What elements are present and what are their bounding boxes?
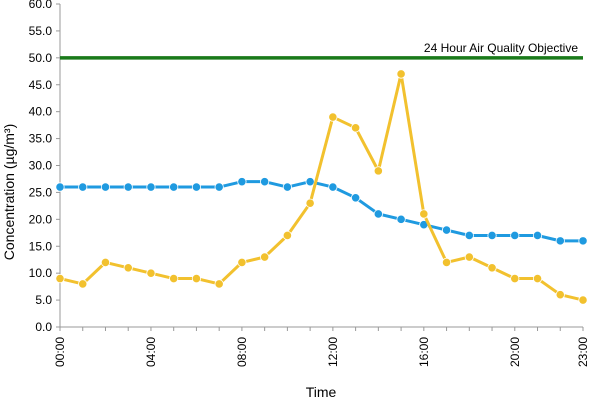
x-tick-label: 20:00	[508, 337, 522, 367]
data-point	[464, 252, 474, 262]
data-point	[441, 225, 452, 235]
data-point	[191, 273, 202, 284]
data-point	[328, 112, 338, 122]
y-tick-label: 10.0	[29, 266, 53, 280]
y-tick-label: 50.0	[29, 51, 53, 65]
data-point	[146, 182, 156, 192]
data-point	[78, 182, 88, 192]
y-tick-label: 0.0	[35, 320, 52, 334]
y-tick-label: 30.0	[29, 159, 53, 173]
data-point	[578, 236, 588, 246]
series-group	[55, 69, 588, 305]
y-axis-title: Concentration (µg/m³)	[1, 124, 17, 260]
data-point	[214, 279, 224, 289]
series-line	[60, 180, 583, 243]
data-point	[282, 182, 292, 192]
y-axis-ticks: 0.0 5.0 10.0 15.0 20.0 25.0 30.0 35.0 40.0 45.0 50…	[29, 0, 60, 334]
data-point	[555, 236, 565, 246]
data-point	[260, 177, 270, 187]
data-point	[146, 268, 156, 278]
data-point	[487, 263, 497, 273]
x-tick-label: 00:00	[53, 337, 67, 367]
y-tick-label: 20.0	[29, 212, 53, 226]
data-point	[373, 209, 383, 219]
x-axis-ticks: 00:00 04:00 08:00 12:00 16:00 20:00 23:00	[53, 327, 590, 367]
data-point	[396, 69, 406, 79]
x-tick-label: 23:00	[576, 337, 590, 367]
x-tick-label: 08:00	[235, 337, 249, 367]
x-tick-label: 12:00	[326, 337, 340, 367]
x-tick-label: 16:00	[417, 337, 431, 367]
y-tick-label: 25.0	[29, 185, 53, 199]
data-point	[123, 263, 133, 273]
data-point	[100, 257, 111, 267]
series-2	[55, 69, 588, 305]
data-point	[55, 182, 65, 192]
data-point	[441, 257, 452, 267]
y-tick-label: 5.0	[35, 293, 52, 307]
data-point	[214, 182, 224, 192]
x-axis-title: Time	[306, 384, 337, 400]
data-point	[169, 182, 179, 192]
data-point	[487, 230, 497, 241]
data-point	[578, 295, 588, 305]
y-tick-label: 55.0	[29, 24, 53, 38]
data-point	[78, 279, 88, 289]
reference-line-group: 24 Hour Air Quality Objective	[60, 41, 583, 60]
data-point	[305, 198, 315, 208]
y-tick-label: 15.0	[29, 239, 53, 253]
data-point	[191, 182, 202, 192]
data-point	[532, 273, 543, 284]
data-point	[123, 182, 133, 192]
data-point	[373, 166, 383, 176]
y-tick-label: 40.0	[29, 105, 53, 119]
data-point	[305, 177, 315, 187]
data-point	[328, 182, 338, 192]
x-tick-label: 04:00	[144, 337, 158, 367]
data-point	[510, 230, 520, 241]
data-point	[532, 230, 543, 241]
data-point	[464, 230, 474, 241]
data-point	[351, 123, 361, 133]
data-point	[510, 273, 520, 284]
data-point	[55, 273, 65, 284]
y-tick-label: 35.0	[29, 132, 53, 146]
data-point	[419, 209, 429, 219]
y-tick-label: 45.0	[29, 78, 53, 92]
data-point	[100, 182, 111, 192]
data-point	[351, 193, 361, 203]
data-point	[237, 257, 247, 267]
data-point	[555, 290, 565, 300]
data-point	[282, 230, 292, 241]
series-1	[55, 177, 588, 246]
data-point	[396, 214, 406, 224]
data-point	[169, 273, 179, 284]
data-point	[237, 177, 247, 187]
data-point	[260, 252, 270, 262]
reference-line-label: 24 Hour Air Quality Objective	[424, 41, 578, 55]
y-tick-label: 60.0	[29, 0, 53, 11]
